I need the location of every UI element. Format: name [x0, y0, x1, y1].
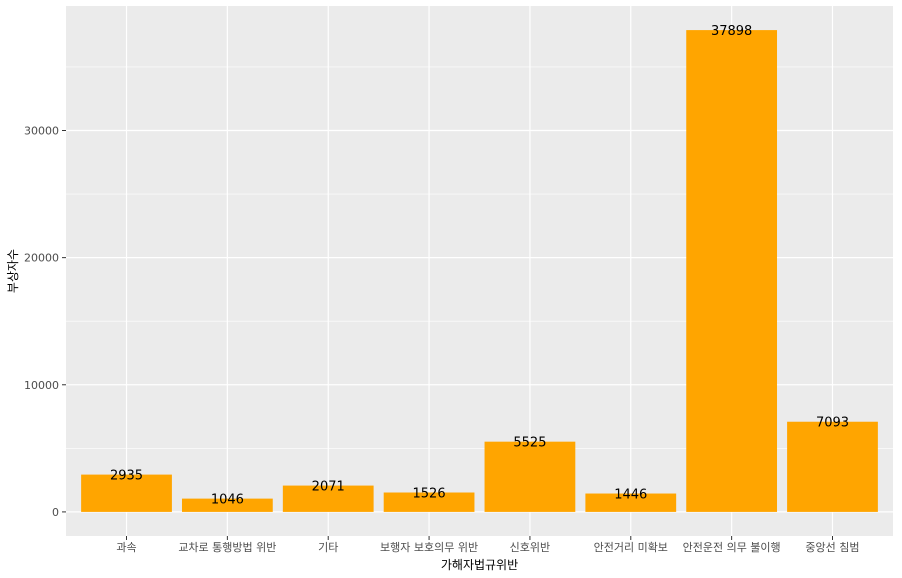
bars	[81, 30, 878, 512]
bar-value-label: 1526	[413, 487, 446, 502]
x-tick-label: 안전거리 미확보	[594, 541, 668, 554]
x-tick-label: 기타	[318, 541, 338, 554]
y-tick-label: 0	[52, 506, 59, 519]
x-tick-label: 중앙선 침범	[805, 541, 859, 554]
bar-value-label: 1446	[614, 488, 647, 503]
bar-value-label: 37898	[711, 24, 752, 39]
bar-value-label: 5525	[513, 436, 546, 451]
bar	[686, 30, 778, 512]
x-axis-title: 가해자법규위반	[441, 558, 518, 572]
x-tick-label: 교차로 통행방법 위반	[178, 541, 276, 554]
x-tick-label: 보행자 보호의무 위반	[380, 541, 478, 554]
bar-value-label: 7093	[816, 416, 849, 431]
bar-value-labels: 2935 1046 2071 1526 5525 1446 37898 7093	[110, 24, 849, 508]
bar	[282, 485, 374, 512]
bar	[484, 441, 576, 512]
bar-value-label: 1046	[211, 493, 244, 508]
y-tick-label: 20000	[24, 252, 59, 265]
bar	[383, 492, 475, 512]
y-tick-label: 10000	[24, 379, 59, 392]
bar-value-label: 2935	[110, 469, 143, 484]
bar	[787, 421, 878, 512]
y-axis-title: 부상자수	[6, 249, 20, 293]
bar	[181, 498, 273, 512]
bar-value-label: 2071	[312, 480, 345, 495]
x-tick-label: 신호위반	[510, 541, 550, 554]
x-tick-label: 과속	[116, 541, 136, 554]
x-tick-label: 안전운전 의무 불이행	[683, 541, 781, 554]
y-tick-label: 30000	[24, 125, 59, 138]
bar	[81, 474, 172, 512]
y-axis: 0 10000 20000 30000	[24, 125, 66, 519]
x-axis: 과속 교차로 통행방법 위반 기타 보행자 보호의무 위반 신호위반 안전거리 미확보 안전…	[116, 536, 860, 554]
bar	[585, 493, 677, 512]
